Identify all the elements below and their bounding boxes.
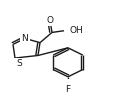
Text: N: N: [21, 34, 28, 43]
Text: O: O: [46, 16, 53, 25]
Text: S: S: [16, 59, 22, 68]
Text: OH: OH: [69, 26, 83, 35]
Text: F: F: [65, 85, 70, 93]
